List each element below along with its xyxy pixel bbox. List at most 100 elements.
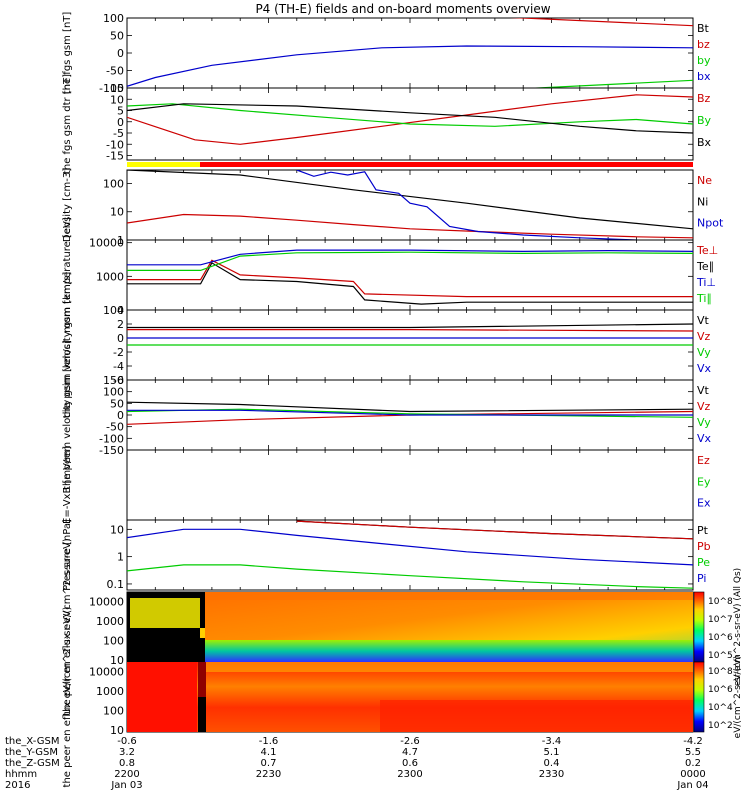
legend-ey: Ey (697, 475, 711, 488)
time-axis-value: Jan 04 (676, 780, 708, 791)
legend-by: by (697, 54, 711, 67)
y-tick-label: -150 (99, 444, 124, 457)
y-tick-label: 100 (103, 12, 124, 25)
y-tick-label: 0 (117, 409, 124, 422)
legend-bz: Bz (697, 92, 711, 105)
series-vt-line (127, 401, 693, 413)
panel-frame (126, 169, 694, 241)
series-bz-line (127, 94, 693, 145)
series-ni-line (127, 170, 693, 230)
time-axis-row-name: 2016 (5, 780, 30, 791)
electron-spectrogram (127, 662, 693, 732)
y-tick-label: 10000 (89, 665, 124, 678)
y-axis-label: the peim velocity gsm [km/s] (62, 272, 73, 419)
time-axis-value: -3.4 (542, 736, 562, 747)
y-tick-label: 100 (103, 635, 124, 648)
colorbar-tick-label: 10^6 (708, 633, 733, 643)
y-axis-label: the fgs gsm [nT] (62, 12, 73, 95)
series-vt-line (127, 323, 693, 329)
series-vz-line (127, 329, 693, 332)
legend-vt: Vt (697, 384, 710, 397)
time-axis-value: 0.2 (685, 758, 701, 769)
legend-te: Te∥ (696, 260, 714, 273)
time-axis-value: 0.7 (261, 758, 277, 769)
series-by-line (127, 103, 693, 127)
y-tick-label: 10 (110, 523, 124, 536)
y-tick-label: -15 (106, 150, 124, 163)
legend-bt: Bt (697, 22, 710, 35)
y-tick-label: 15 (110, 82, 124, 95)
series-te-line (127, 262, 693, 305)
colorbar-tick-label: 10^8 (708, 597, 733, 607)
time-axis-value: 4.7 (402, 747, 418, 758)
series-pb-line (296, 520, 693, 540)
colorbar-tick-label: 10^4 (708, 703, 733, 713)
series-by-line (525, 79, 693, 88)
colorbar-electron (693, 661, 705, 733)
mode-bar (127, 162, 693, 167)
legend-ez: Ez (697, 454, 710, 467)
time-axis-value: 4.1 (261, 747, 277, 758)
y-tick-label: 100 (103, 304, 124, 317)
y-tick-label: 1000 (96, 270, 124, 283)
y-axis-label: the peem velocity gsm [km/s] (62, 340, 73, 490)
time-axis-value: 2230 (256, 769, 281, 780)
legend-vy: Vy (697, 346, 711, 359)
series-pe-line (127, 564, 693, 589)
series-bz-line (509, 18, 693, 27)
mode-bar-slow (200, 162, 693, 167)
legend-vy: Vy (697, 416, 711, 429)
y-axis-label: the fgs gsm dtr [nT] (62, 74, 73, 174)
legend-bx: Bx (697, 136, 712, 149)
y-tick-label: 0.1 (107, 578, 125, 591)
y-tick-label: 1000 (96, 685, 124, 698)
y-tick-label: 1 (117, 234, 124, 247)
colorbar-tick-label: 10^7 (708, 615, 733, 625)
y-tick-label: 10000 (89, 595, 124, 608)
time-axis-value: 0000 (680, 769, 705, 780)
colorbar-label: eV/(cm^2-s-sr-eV) (All Qs) (733, 568, 743, 686)
colorbar-tick-label: 10^2 (708, 721, 733, 731)
time-axis-value: -0.6 (117, 736, 137, 747)
time-axis-value: 0.4 (544, 758, 560, 769)
y-tick-label: 4 (117, 304, 124, 317)
y-axis-label: mom temperature [eV] (62, 217, 73, 333)
legend-vx: Vx (697, 362, 712, 375)
y-axis-label: the peir en eflux eV/(cm^2-s-sr-eV) (62, 538, 73, 716)
legend-vx: Vx (697, 432, 712, 445)
panel-moments-temperature: 10000 1000 100 mom temperature [eV] Te⊥ Te∥ Ti… (62, 217, 718, 333)
legend-vt: Vt (697, 314, 710, 327)
y-tick-label: 0 (117, 47, 124, 60)
y-tick-label: -100 (99, 82, 124, 95)
y-tick-label: 5 (117, 105, 124, 118)
y-tick-label: 150 (103, 374, 124, 387)
series-vx-line (127, 409, 693, 416)
y-tick-label: 10 (110, 654, 124, 667)
panel-frame (126, 449, 694, 521)
y-tick-label: -4 (113, 360, 124, 373)
time-axis-value: 0.8 (119, 758, 135, 769)
time-axis-value: -2.6 (400, 736, 420, 747)
legend-bx: bx (697, 70, 711, 83)
legend-pt: Pt (697, 524, 709, 537)
legend-pb: Pb (697, 540, 711, 553)
legend-vz: Vz (697, 400, 711, 413)
panel-fgs-gsm-full: 100 50 0 -50 -100 the fgs gsm [nT] Bt bz by bx (62, 12, 711, 95)
mode-bar-fast (127, 162, 200, 167)
y-tick-label: 10 (110, 724, 124, 737)
time-axis-value: -4.2 (683, 736, 703, 747)
time-axis-value: 2200 (114, 769, 139, 780)
y-tick-label: -50 (106, 421, 124, 434)
y-tick-label: 50 (110, 397, 124, 410)
time-axis-value: 2300 (397, 769, 422, 780)
legend-ne: Ne (697, 174, 712, 187)
series-ti-line (127, 249, 693, 266)
y-tick-label: 100 (103, 705, 124, 718)
panel-efield: E=-VxB [mV/m] Ez Ey Ex (62, 446, 711, 524)
panel-frame (126, 17, 694, 89)
time-axis-value: 5.5 (685, 747, 701, 758)
